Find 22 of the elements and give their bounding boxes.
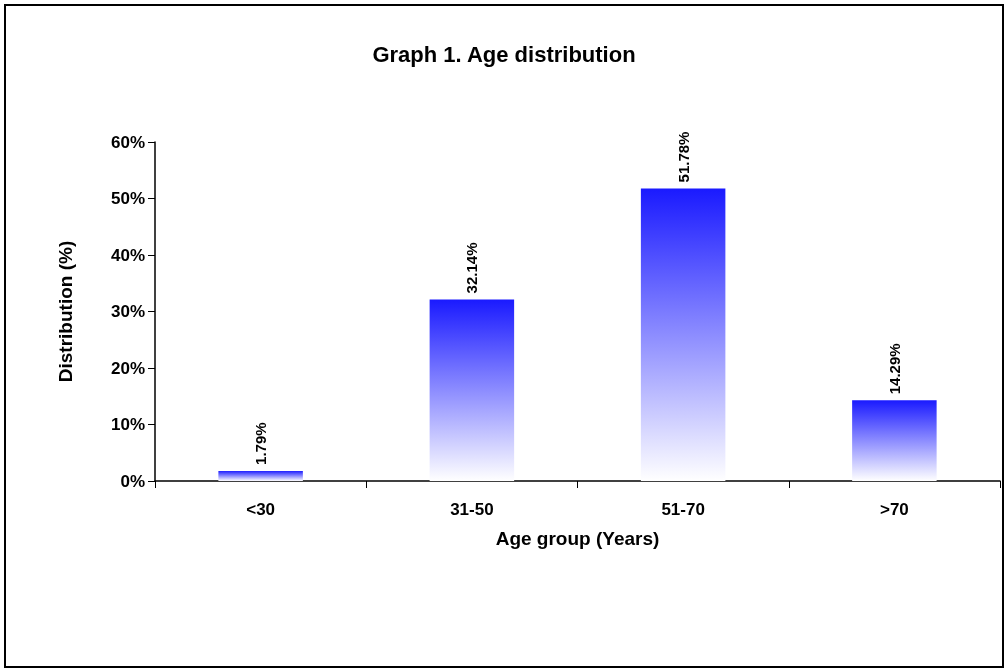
- bar: [218, 470, 303, 481]
- y-tick-label: 0%: [120, 471, 145, 491]
- x-tick-label: >70: [879, 500, 909, 519]
- x-tick-label: 31-50: [450, 500, 494, 519]
- y-tick-label: 10%: [110, 415, 145, 434]
- x-tick-label: <30: [246, 500, 276, 519]
- x-axis-title: Age group (Years): [495, 528, 660, 549]
- bar: [429, 299, 515, 481]
- data-label: 51.78%: [674, 131, 692, 183]
- y-tick-label: 50%: [110, 189, 145, 208]
- x-tick-label: 51-70: [661, 500, 705, 519]
- bar: [640, 188, 726, 481]
- y-axis-title: Distribution (%): [55, 240, 76, 383]
- y-tick-label: 40%: [110, 245, 145, 265]
- y-tick-label: 30%: [110, 302, 145, 321]
- y-tick-label: 20%: [110, 358, 145, 378]
- data-label: 32.14%: [463, 242, 481, 294]
- bar: [852, 400, 937, 481]
- chart-title: Graph 1. Age distribution: [372, 41, 636, 67]
- y-tick-label: 60%: [110, 132, 145, 152]
- data-label: 14.29%: [885, 343, 903, 395]
- data-label: 1.79%: [252, 422, 270, 465]
